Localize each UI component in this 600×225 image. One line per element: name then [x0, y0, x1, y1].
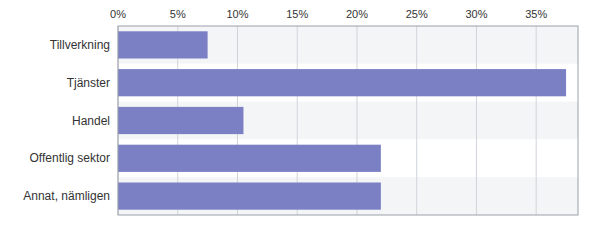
- row-band: [118, 102, 578, 140]
- plot-frame: [118, 26, 578, 215]
- bars: [118, 31, 566, 209]
- row-band: [118, 139, 578, 177]
- tick-label: 15%: [286, 8, 308, 20]
- category-label: Offentlig sektor: [30, 151, 110, 165]
- tick-label: 5%: [170, 8, 186, 20]
- category-label: Tjänster: [67, 76, 110, 90]
- tick-label: 35%: [525, 8, 547, 20]
- grid-line: [536, 26, 537, 215]
- row-band: [118, 26, 578, 64]
- tick-label: 10%: [226, 8, 248, 20]
- tick-label: 0%: [110, 8, 126, 20]
- chart-container: 0% 5% 10% 15% 20% 25% 30% 35% Tillverkning Tjänst…: [0, 0, 600, 225]
- row-band: [118, 64, 578, 102]
- tick-label: 30%: [465, 8, 487, 20]
- grid-line: [416, 26, 417, 215]
- bar: [118, 145, 381, 172]
- category-label: Handel: [72, 114, 110, 128]
- bar: [118, 182, 381, 209]
- bar: [118, 107, 243, 134]
- category-label: Tillverkning: [50, 38, 110, 52]
- grid-line: [476, 26, 477, 215]
- row-band: [118, 177, 578, 215]
- bar: [118, 31, 208, 58]
- chart-svg: 0% 5% 10% 15% 20% 25% 30% 35% Tillverkning Tjänst…: [0, 0, 600, 225]
- tick-label: 25%: [406, 8, 428, 20]
- category-label: Annat, nämligen: [23, 189, 110, 203]
- tick-label: 20%: [346, 8, 368, 20]
- bar: [118, 69, 566, 96]
